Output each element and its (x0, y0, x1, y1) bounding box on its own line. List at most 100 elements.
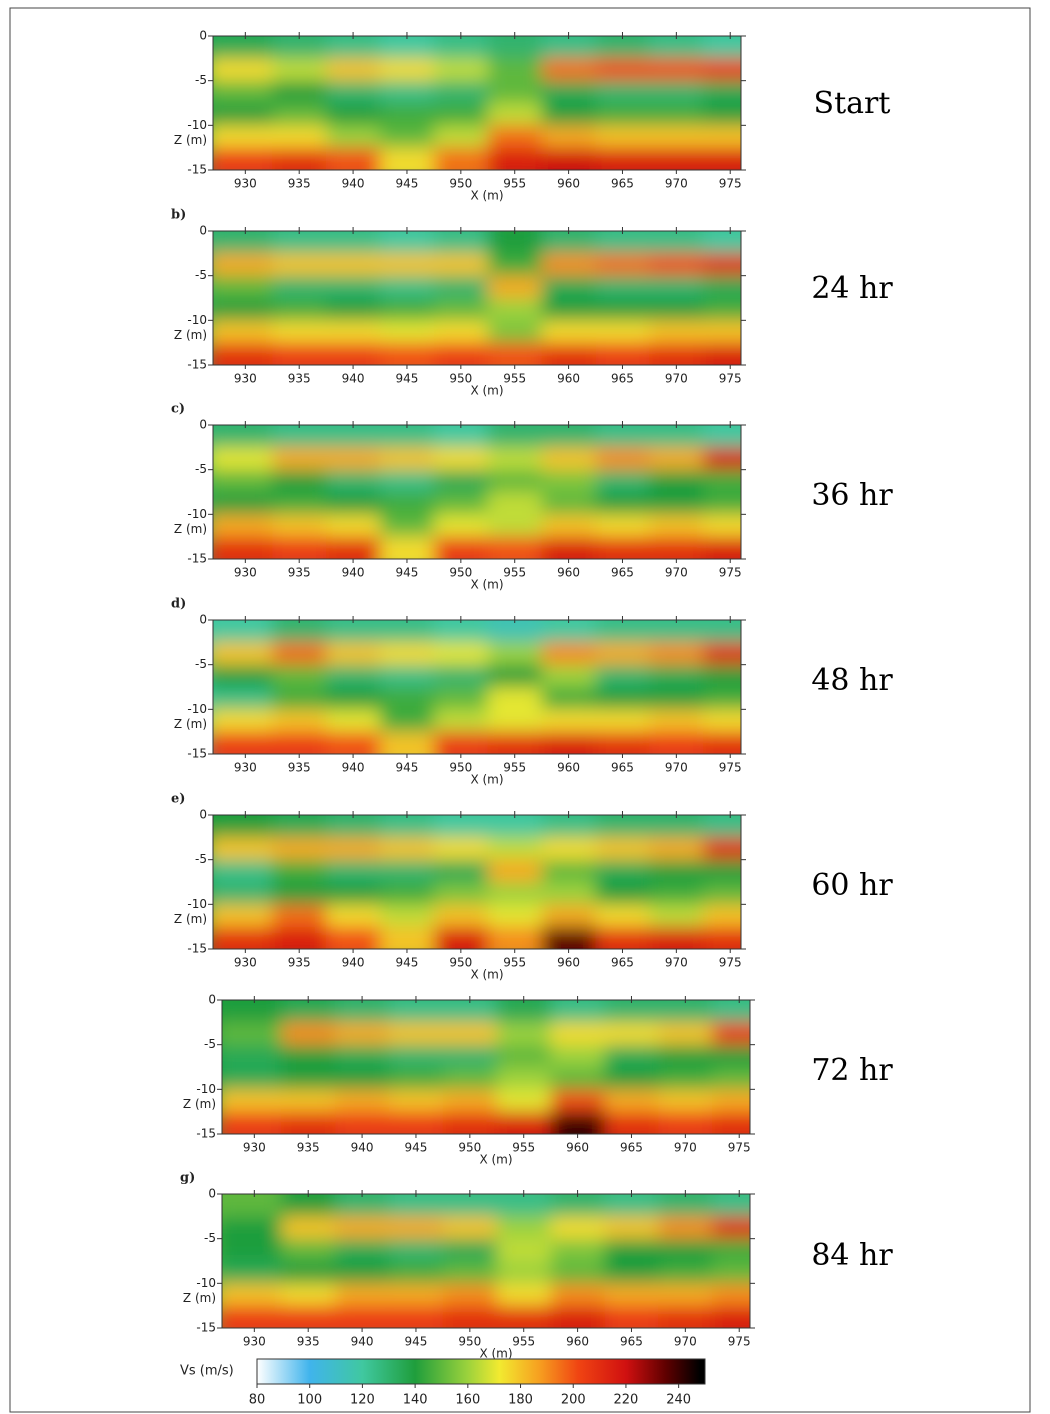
heat-cell (496, 1089, 552, 1113)
heat-cell (595, 815, 651, 839)
heat-cell (649, 837, 705, 861)
heat-cell (496, 1238, 552, 1262)
y-tick-label: -10 (187, 507, 207, 521)
y-tick-label: 0 (208, 993, 216, 1007)
heat-cell (649, 103, 705, 127)
heat-cell (213, 731, 274, 754)
heat-cell (595, 514, 651, 538)
heat-cell (541, 275, 597, 299)
heat-cell (272, 687, 328, 711)
heat-cell (595, 709, 651, 733)
heat-cell (496, 1261, 552, 1285)
heat-cell (380, 859, 435, 883)
heat-cell (272, 664, 328, 688)
x-tick-label: 960 (557, 566, 580, 580)
heat-cell (703, 664, 741, 688)
x-axis-label: X (m) (470, 968, 503, 982)
heat-cell (658, 1216, 714, 1240)
x-tick-label: 940 (342, 761, 365, 775)
x-tick-label: 935 (288, 372, 311, 386)
heat-cell (335, 1022, 391, 1046)
x-tick-label: 965 (611, 761, 634, 775)
heat-cell (326, 425, 382, 449)
y-tick-label: -10 (187, 702, 207, 716)
heat-cell (541, 882, 597, 906)
colorbar-tick-label: 140 (403, 1393, 428, 1408)
heat-cell (604, 1067, 660, 1091)
heat-cell (213, 147, 274, 170)
heat-cell (595, 253, 651, 277)
heat-cell (595, 231, 651, 255)
annotation: 48 hr (811, 663, 893, 698)
heat-cell (649, 536, 705, 559)
colorbar-tick-label: 120 (350, 1393, 375, 1408)
heat-cell (703, 514, 741, 538)
heat-cell (380, 469, 435, 493)
heat-cell (222, 1216, 283, 1240)
heat-cell (442, 1044, 498, 1068)
heat-cell (487, 731, 543, 754)
heat-cell (487, 815, 543, 839)
x-axis-label: X (m) (470, 189, 503, 203)
heat-cell (213, 342, 274, 365)
heat-cell (222, 1238, 283, 1262)
x-tick-label: 965 (620, 1141, 643, 1155)
heat-cell (222, 1000, 283, 1024)
heat-cell (541, 837, 597, 861)
heat-cell (703, 425, 741, 449)
heat-cell (541, 709, 597, 733)
heat-cell (487, 342, 543, 365)
heat-cell (433, 642, 489, 666)
heat-cell (380, 514, 435, 538)
y-tick-label: -5 (195, 657, 207, 671)
y-axis-label: Z (m) (174, 133, 207, 147)
heat-cell (335, 1044, 391, 1068)
heat-cell (380, 882, 435, 906)
heat-cell (213, 687, 274, 711)
heat-cell (442, 1216, 498, 1240)
heat-cell (487, 837, 543, 861)
heat-cell (541, 58, 597, 82)
heat-cell (442, 1000, 498, 1024)
heat-cell (595, 642, 651, 666)
panel-label: g) (180, 1171, 195, 1186)
panel-label: b) (171, 208, 186, 223)
heat-cell (541, 642, 597, 666)
heat-cell (712, 1238, 750, 1262)
heat-cell (433, 536, 489, 559)
x-tick-label: 940 (342, 956, 365, 970)
x-tick-label: 935 (288, 566, 311, 580)
heat-cell (550, 1000, 606, 1024)
y-tick-label: -5 (195, 462, 207, 476)
plot-border (212, 814, 742, 950)
heat-cell (389, 1000, 444, 1024)
heat-cell (487, 425, 543, 449)
heat-cell (487, 536, 543, 559)
heat-cell (380, 58, 435, 82)
annotation: 84 hr (811, 1238, 893, 1273)
heat-cell (703, 620, 741, 644)
colorbar-tick-label: 160 (455, 1393, 480, 1408)
heat-cell (541, 536, 597, 559)
heat-cell (604, 1238, 660, 1262)
x-tick-label: 955 (503, 956, 526, 970)
heat-cell (433, 342, 489, 365)
heat-cell (222, 1044, 283, 1068)
heat-cell (272, 425, 328, 449)
y-tick-label: 0 (208, 1187, 216, 1201)
heat-cell (712, 1067, 750, 1091)
heat-cell (222, 1261, 283, 1285)
heat-cell (380, 815, 435, 839)
heat-cell (326, 620, 382, 644)
heat-cell (649, 125, 705, 149)
x-tick-label: 965 (611, 372, 634, 386)
heat-cell (703, 687, 741, 711)
heat-cell (541, 815, 597, 839)
heat-cell (649, 664, 705, 688)
heat-cell (649, 731, 705, 754)
heat-cell (213, 447, 274, 471)
heat-cell (496, 1111, 552, 1134)
heat-cell (222, 1305, 283, 1328)
x-tick-label: 955 (503, 177, 526, 191)
heat-cell (326, 664, 382, 688)
